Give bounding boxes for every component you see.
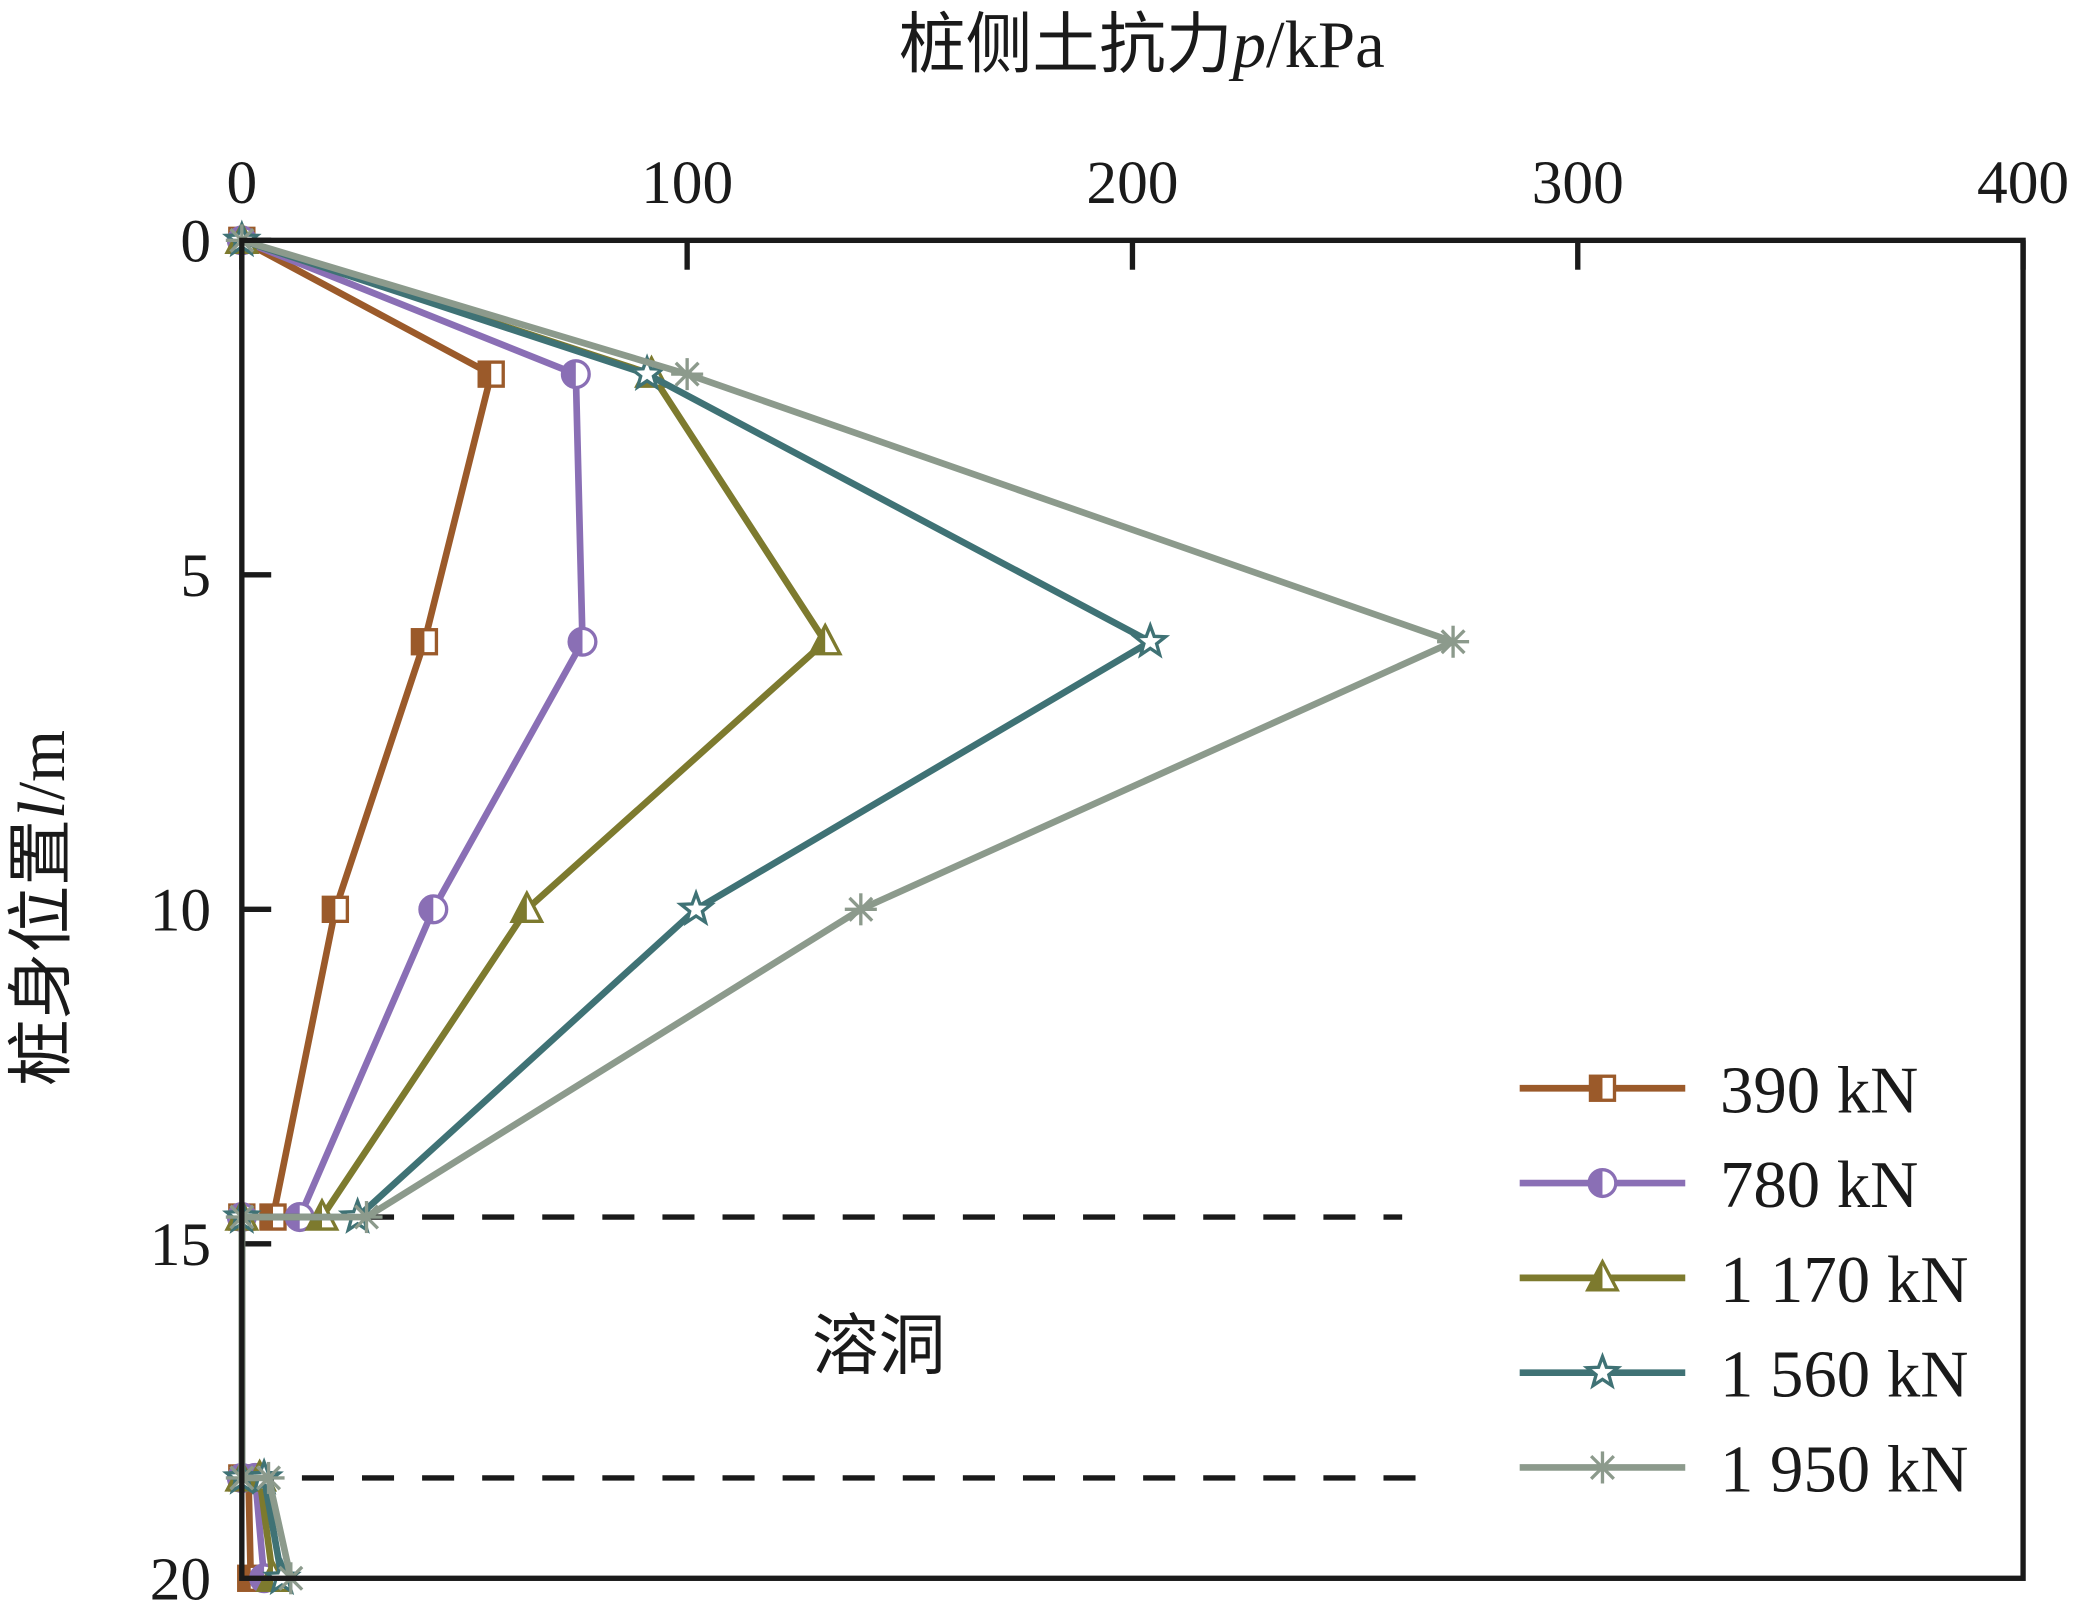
series-1950kN-line	[225, 224, 1470, 1595]
x-tick-label: 0	[226, 149, 257, 217]
half-triangle-fill	[512, 893, 527, 922]
legend-item: 1 170 kN	[1519, 1244, 1968, 1317]
legend-label: 1 170 kN	[1720, 1244, 1968, 1317]
series-1560kN-line	[222, 219, 1171, 1596]
asterisk-marker	[1589, 1454, 1615, 1480]
x-tick-label: 200	[1086, 149, 1178, 217]
legend-label: 1 560 kN	[1720, 1339, 1968, 1412]
y-tick-label: 0	[180, 208, 211, 276]
y-tick-label: 20	[150, 1546, 211, 1609]
half-circle-fill	[419, 895, 434, 923]
legend-label: 390 kN	[1720, 1054, 1918, 1127]
half-square-fill	[412, 629, 425, 654]
y-axis-title: 桩身位置l/m	[6, 730, 79, 1086]
legend-item: 1 560 kN	[1519, 1339, 1968, 1412]
half-circle-fill	[562, 360, 576, 388]
legend-item: 780 kN	[1519, 1149, 1918, 1222]
asterisk-marker	[674, 361, 700, 387]
half-square-fill	[323, 897, 336, 922]
legend-label: 1 950 kN	[1720, 1433, 1968, 1506]
half-circle-fill	[569, 628, 583, 656]
legend-label: 780 kN	[1720, 1149, 1918, 1222]
half-circle-fill	[1589, 1169, 1603, 1197]
y-tick-label: 5	[180, 542, 211, 610]
series-780kN-line	[226, 225, 598, 1594]
half-square-fill	[1590, 1076, 1603, 1101]
legend-item: 390 kN	[1519, 1054, 1918, 1127]
series-line	[238, 237, 495, 1579]
asterisk-marker	[256, 1465, 282, 1491]
half-triangle-fill	[1587, 1261, 1603, 1290]
star-marker	[1582, 1351, 1623, 1390]
y-tick-label: 10	[150, 877, 211, 945]
asterisk-marker	[1440, 629, 1466, 655]
x-tick-label: 300	[1532, 149, 1624, 217]
plot-frame	[239, 237, 2026, 1581]
asterisk-marker	[848, 896, 874, 922]
star-marker	[676, 888, 716, 927]
x-axis-title: 桩侧土抗力p/kPa	[899, 9, 1385, 82]
legend: 390 kN 780 kN 1 170 kN 1 560 kN 1 950 kN	[1519, 1054, 1968, 1506]
x-tick-label: 400	[1977, 149, 2069, 217]
cave-annotation: 溶洞	[812, 1311, 946, 1384]
y-tick-label: 15	[150, 1211, 211, 1279]
star-marker	[627, 353, 667, 392]
half-square-fill	[479, 362, 492, 387]
x-tick-label: 100	[641, 149, 733, 217]
legend-item: 1 950 kN	[1519, 1433, 1968, 1506]
asterisk-marker	[354, 1204, 380, 1230]
star-marker	[1130, 620, 1171, 659]
